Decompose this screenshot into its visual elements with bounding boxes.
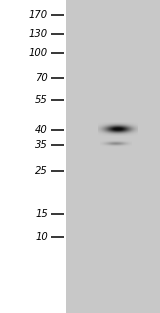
Text: 55: 55 (35, 95, 48, 105)
Text: 100: 100 (29, 48, 48, 58)
Text: 35: 35 (35, 140, 48, 150)
Bar (0, 0, 66, 313)
Text: 40: 40 (35, 125, 48, 135)
Text: 25: 25 (35, 166, 48, 176)
Text: 70: 70 (35, 73, 48, 83)
Text: 170: 170 (29, 10, 48, 20)
Text: 130: 130 (29, 29, 48, 39)
Bar (66, 0, 160, 313)
Text: 15: 15 (35, 209, 48, 219)
Text: 10: 10 (35, 232, 48, 242)
